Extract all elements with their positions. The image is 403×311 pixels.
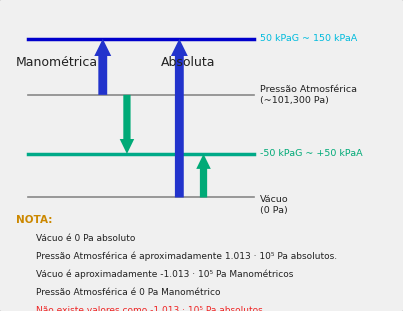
Text: Pressão Atmosférica
(~101,300 Pa): Pressão Atmosférica (~101,300 Pa) xyxy=(260,85,357,105)
Polygon shape xyxy=(120,95,134,154)
Text: Manométrica: Manométrica xyxy=(16,56,98,69)
Text: Vácuo é 0 Pa absoluto: Vácuo é 0 Pa absoluto xyxy=(36,234,136,243)
Polygon shape xyxy=(171,39,188,197)
Polygon shape xyxy=(94,39,111,95)
Text: Vácuo é aproximadamente -1.013 · 10⁵ Pa Manométricos: Vácuo é aproximadamente -1.013 · 10⁵ Pa … xyxy=(36,270,294,280)
Polygon shape xyxy=(196,154,211,197)
Text: Absoluta: Absoluta xyxy=(161,56,216,69)
Text: Pressão Atmosférica é 0 Pa Manométrico: Pressão Atmosférica é 0 Pa Manométrico xyxy=(36,288,221,297)
Text: 50 kPaG ~ 150 kPaA: 50 kPaG ~ 150 kPaA xyxy=(260,35,357,43)
Text: NOTA:: NOTA: xyxy=(16,215,52,225)
Text: Vácuo
(0 Pa): Vácuo (0 Pa) xyxy=(260,195,289,216)
Text: -50 kPaG ~ +50 kPaA: -50 kPaG ~ +50 kPaA xyxy=(260,150,363,158)
Text: Pressão Atmosférica é aproximadamente 1.013 · 10⁵ Pa absolutos.: Pressão Atmosférica é aproximadamente 1.… xyxy=(36,252,337,262)
Text: Não existe valores como -1.013 · 10⁵ Pa absolutos: Não existe valores como -1.013 · 10⁵ Pa … xyxy=(36,306,263,311)
